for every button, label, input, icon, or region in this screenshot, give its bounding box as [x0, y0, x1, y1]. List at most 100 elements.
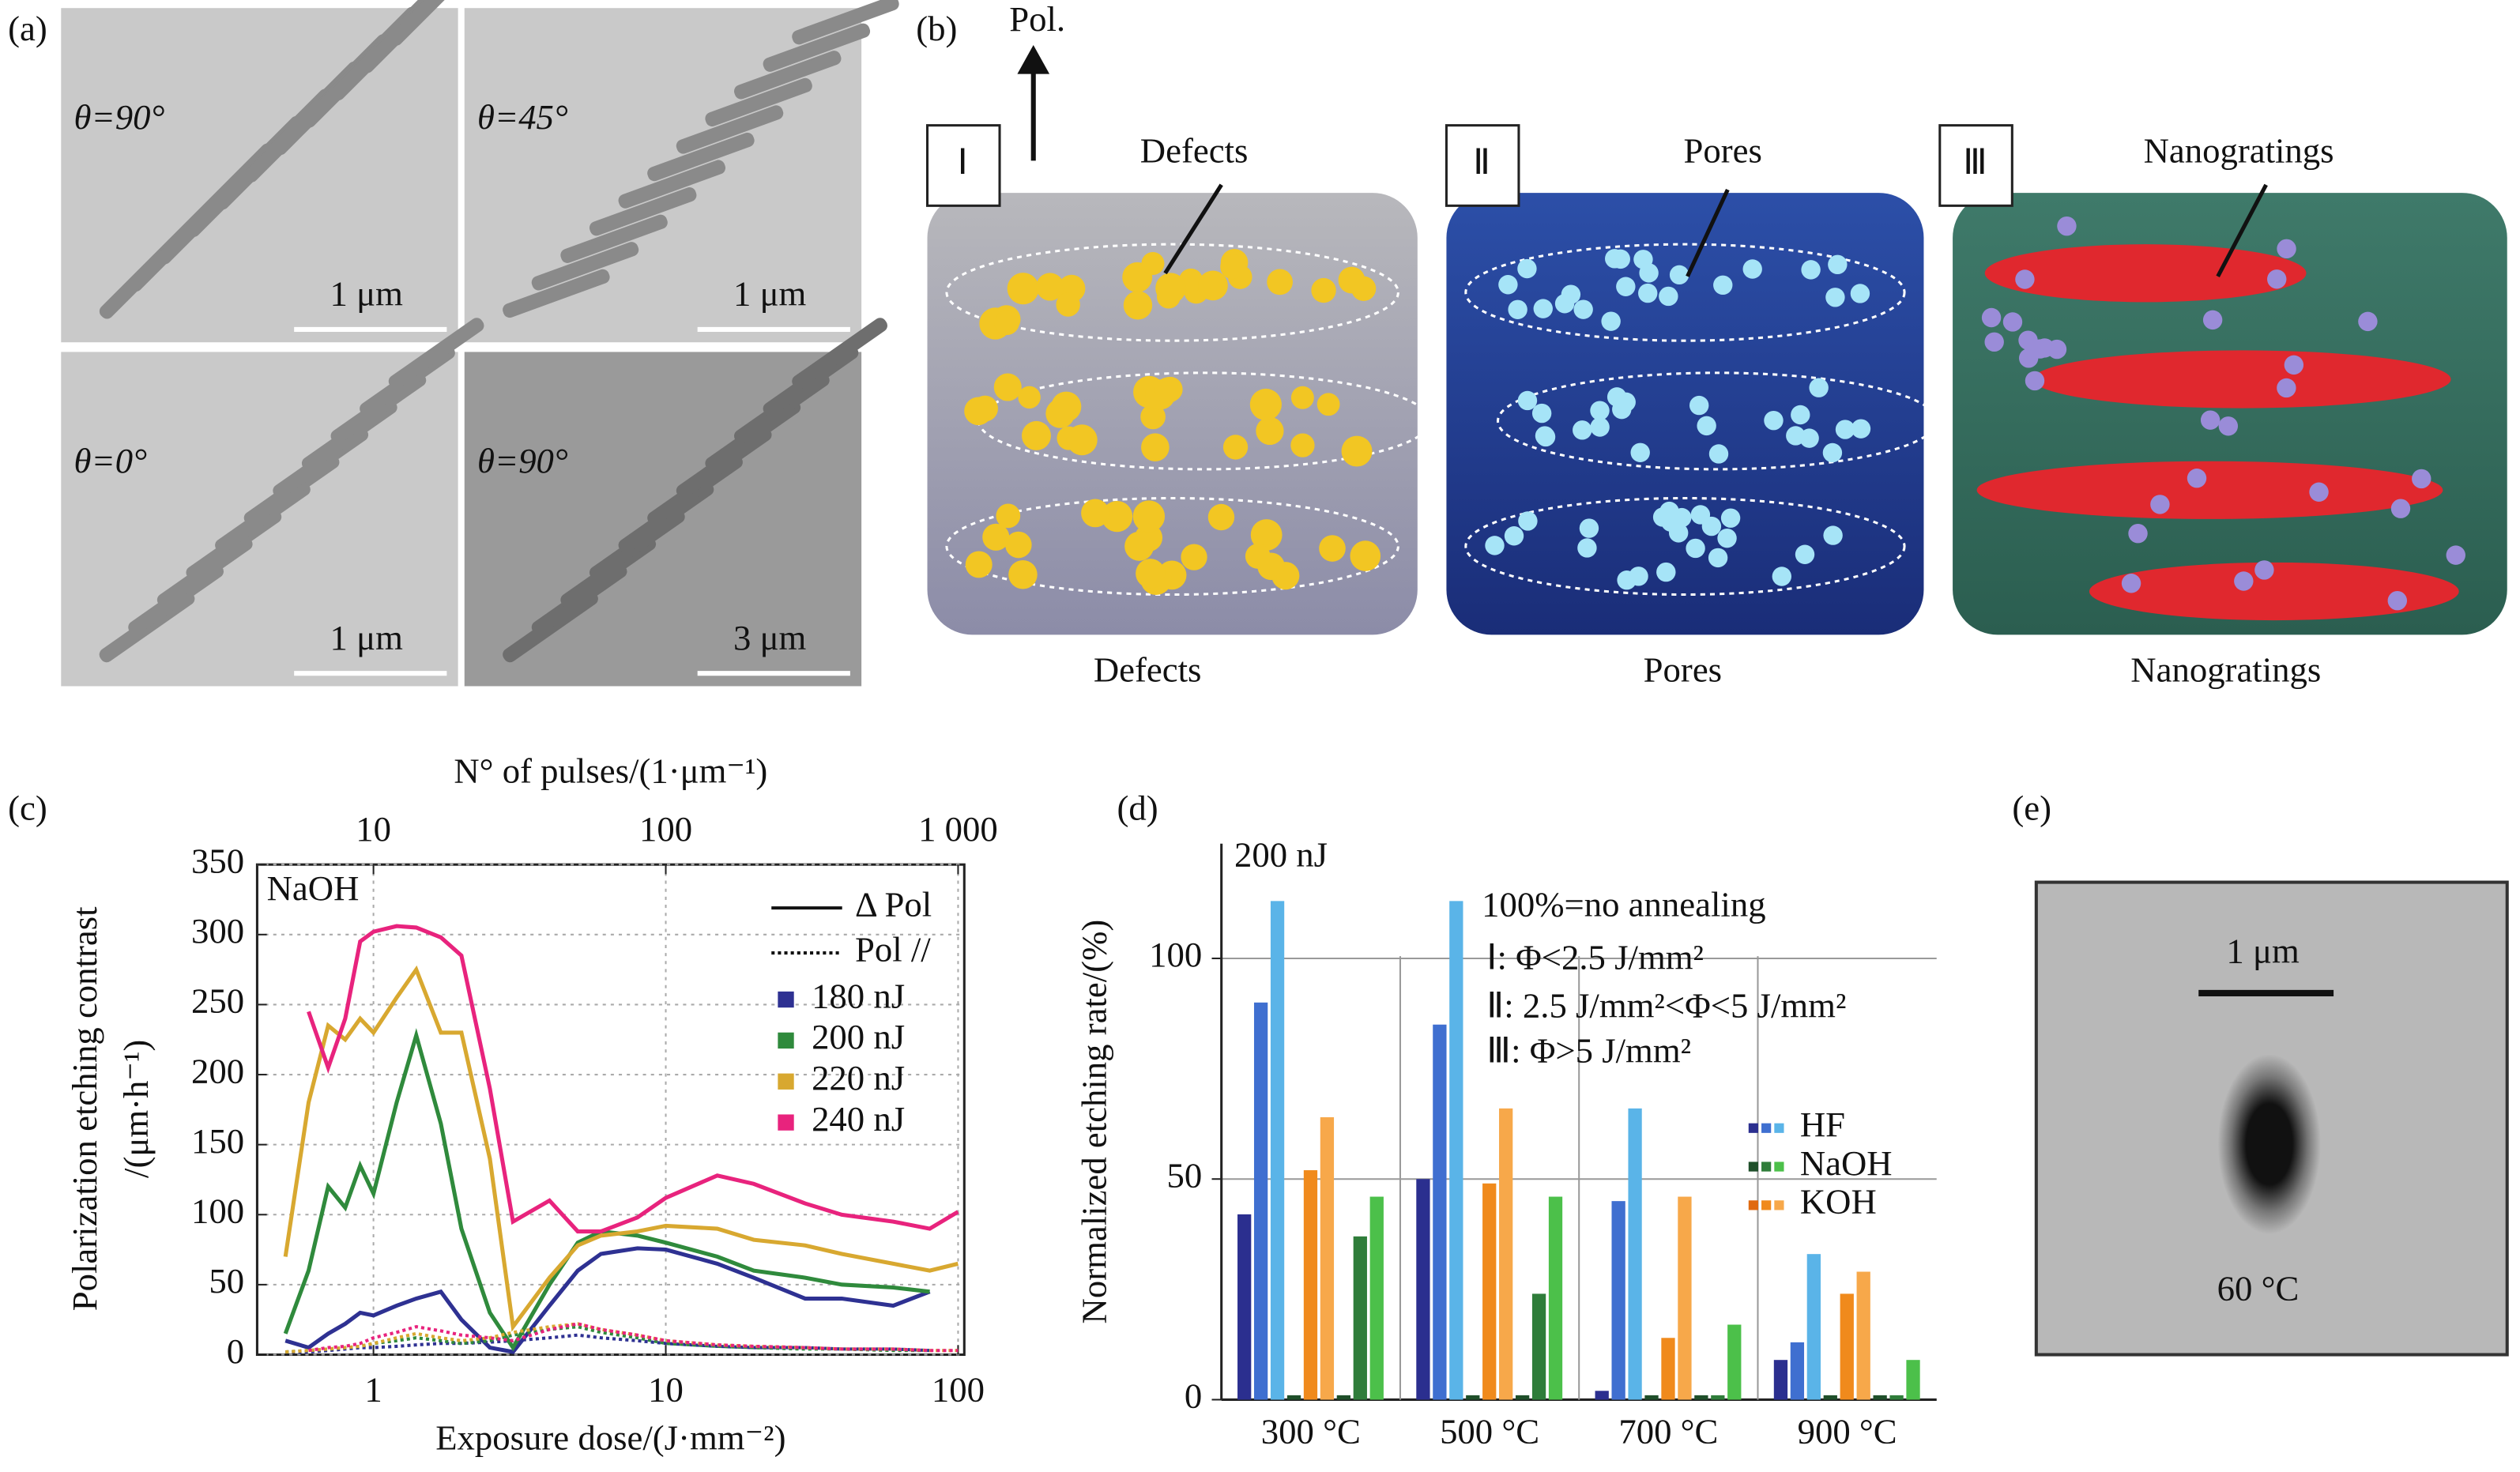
nanograting [1984, 244, 2307, 303]
defect [1005, 531, 1032, 559]
legend-label: KOH [1800, 1182, 1877, 1222]
legend-label: Δ Pol [855, 884, 932, 924]
bar [1320, 1117, 1335, 1400]
temperature-label: 60 °C [2217, 1268, 2300, 1308]
x2-axis-label: N° of pulses/(1·μm⁻¹) [454, 751, 767, 791]
numeral-box [1445, 124, 1520, 207]
pore [2047, 339, 2067, 360]
legend-label: 200 nJ [812, 1017, 905, 1056]
defect [1267, 269, 1293, 296]
defect [1198, 270, 1228, 301]
layer-outline [1464, 496, 1906, 597]
pore [1851, 419, 1871, 439]
pore [1791, 405, 1810, 425]
defect [1290, 386, 1314, 409]
bar [1595, 1391, 1609, 1400]
defect [1319, 535, 1346, 562]
layer-outline [945, 496, 1399, 597]
pore [1850, 284, 1870, 303]
defect [1081, 499, 1109, 528]
x-tick-label: 500 °C [1440, 1411, 1539, 1451]
bar [1644, 1395, 1659, 1400]
defect [982, 523, 1010, 551]
pore [1517, 390, 1538, 411]
panel-label: (e) [2012, 788, 2051, 827]
series-line [307, 924, 959, 1234]
defect [1008, 559, 1038, 589]
legend-swatch [1748, 1200, 1758, 1210]
pore [1659, 286, 1678, 307]
pore [2200, 410, 2221, 430]
legend-swatch [1761, 1200, 1772, 1210]
defect [1141, 433, 1170, 462]
bar [1433, 1024, 1447, 1400]
nanograting-stripe [388, 318, 484, 390]
series-line [283, 1028, 930, 1352]
stage-numeral: Ⅱ [1473, 142, 1490, 182]
defect [1136, 559, 1166, 589]
nanograting-stripe [589, 187, 697, 236]
defect [1036, 273, 1064, 301]
pore [1795, 544, 1815, 564]
bar [1482, 1183, 1497, 1400]
legend-swatch [1748, 1123, 1758, 1133]
bar [1369, 1196, 1384, 1400]
defect [993, 373, 1022, 401]
bar [1515, 1395, 1530, 1400]
legend-label: 180 nJ [812, 976, 905, 1015]
pore [2187, 469, 2207, 488]
pore [1825, 288, 1845, 307]
x-tick-label: 300 °C [1261, 1411, 1361, 1451]
defect [1311, 277, 1336, 303]
x-tick-label: 1 [364, 1370, 382, 1410]
series-line [283, 965, 959, 1332]
scale-label: 1 μm [330, 618, 404, 657]
legend-swatch [778, 991, 794, 1008]
legend-label: HF [1800, 1105, 1845, 1144]
defect [964, 397, 993, 426]
pore [1498, 275, 1518, 295]
nanograting-stripe [792, 318, 887, 390]
pore [2025, 371, 2045, 391]
legend-label: 240 nJ [812, 1099, 905, 1139]
x-tick-label: 100 [932, 1370, 985, 1410]
pore [1518, 511, 1538, 531]
stage-caption: Pores [1644, 649, 1722, 689]
layer-outline [1496, 371, 1938, 471]
defect [1341, 435, 1373, 467]
bar [1906, 1360, 1920, 1400]
polarization-label: Pol. [1009, 0, 1065, 39]
pore [1668, 523, 1689, 543]
defect [1155, 273, 1186, 304]
defect [1155, 377, 1181, 404]
nanograting-stripe [618, 160, 726, 209]
legend-label: Pol // [855, 929, 931, 969]
pore [2234, 571, 2254, 591]
stage-numeral: Ⅲ [1963, 142, 1987, 182]
pore [1720, 508, 1741, 528]
series-line [308, 1322, 959, 1353]
defect [1290, 433, 1315, 457]
pore [2390, 499, 2411, 518]
pore [1508, 299, 1527, 319]
defect [1317, 393, 1340, 416]
sem-angle: θ=90° [74, 97, 165, 137]
bar [1611, 1201, 1625, 1400]
defect [1124, 531, 1155, 561]
y-tick-label: 350 [191, 841, 244, 880]
pore [2128, 523, 2148, 544]
pore [1577, 538, 1597, 558]
legend-swatch [1748, 1161, 1758, 1172]
sem-texture [503, 318, 887, 663]
pore [1697, 416, 1716, 436]
defect [996, 503, 1021, 529]
defect [965, 551, 993, 578]
pore [2150, 495, 2170, 514]
layer-outline [945, 243, 1399, 342]
y-axis-label: /(μm·h⁻¹) [116, 1040, 156, 1178]
series-line [285, 1322, 959, 1354]
annotation: 100%=no annealing [1482, 884, 1765, 924]
pore [1579, 518, 1599, 538]
pore [1535, 426, 1555, 446]
